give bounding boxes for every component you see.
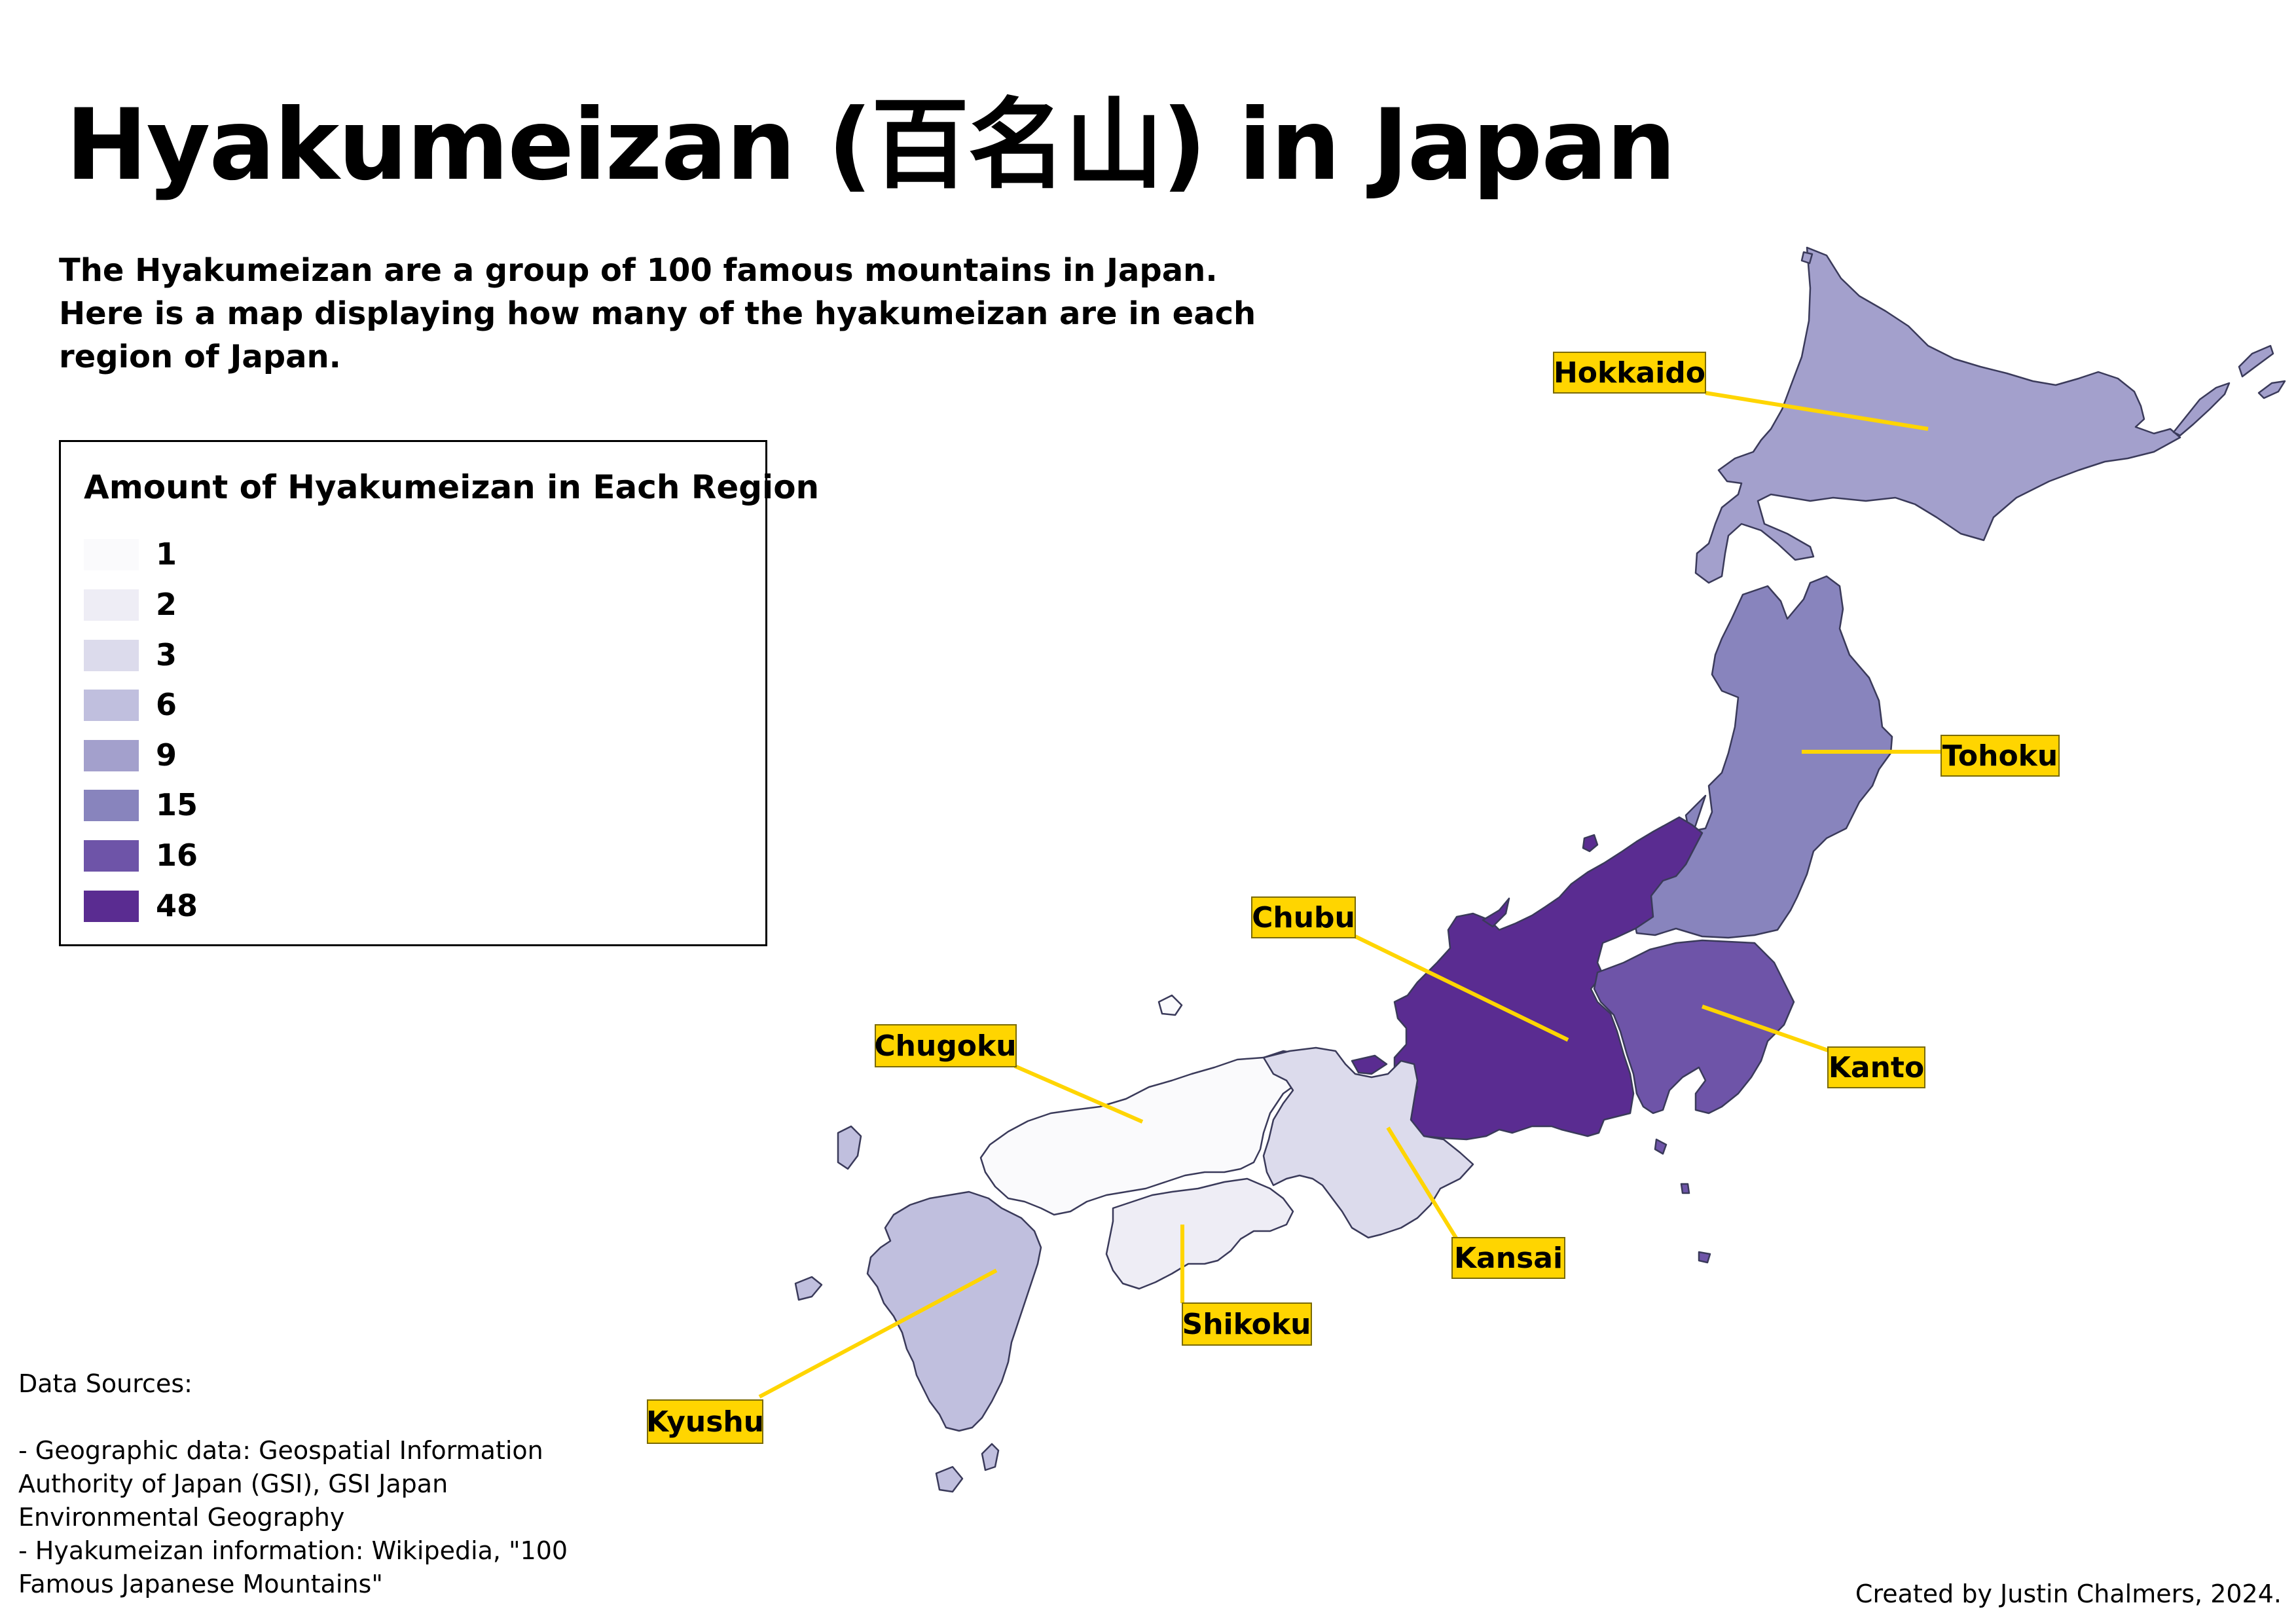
region-shikoku xyxy=(1105,1177,1294,1290)
legend-swatch xyxy=(84,690,139,721)
legend-label: 2 xyxy=(156,587,177,622)
legend-swatch xyxy=(84,840,139,872)
region-label-kanto: Kanto xyxy=(1829,1051,1924,1084)
leader-line-chugoku xyxy=(1013,1064,1144,1124)
source-line: - Hyakumeizan information: Wikipedia, "1… xyxy=(18,1536,568,1598)
region-label-hokkaido: Hokkaido xyxy=(1554,356,1705,390)
legend-label: 1 xyxy=(156,536,177,572)
region-tohoku xyxy=(1632,575,1893,939)
label-hokkaido: Hokkaido xyxy=(1553,352,1706,394)
legend-swatch xyxy=(84,539,139,570)
leader-line-kanto xyxy=(1702,1005,1831,1053)
map-title: Hyakumeizan (百名山) in Japan xyxy=(65,88,1676,202)
region-label-tohoku: Tohoku xyxy=(1942,739,2058,773)
legend: Amount of Hyakumeizan in Each Region 1 2… xyxy=(59,440,819,946)
legend-label: 16 xyxy=(156,838,198,873)
legend-label: 3 xyxy=(156,637,177,673)
label-tohoku: Tohoku xyxy=(1941,735,2060,777)
leader-line-hokkaido xyxy=(1705,391,1929,431)
region-chugoku xyxy=(979,994,1311,1216)
credit: Created by Justin Chalmers, 2024. xyxy=(1855,1579,2282,1608)
legend-swatch xyxy=(84,790,139,821)
region-label-kyushu: Kyushu xyxy=(646,1405,764,1439)
data-sources: Data Sources: - Geographic data: Geospat… xyxy=(18,1367,608,1601)
region-chubu xyxy=(1351,816,1704,1141)
legend-label: 6 xyxy=(156,687,177,722)
leader-line-kansai xyxy=(1386,1126,1459,1240)
source-line: - Geographic data: Geospatial Informatio… xyxy=(18,1436,543,1532)
legend-label: 9 xyxy=(156,737,177,773)
legend-label: 15 xyxy=(156,787,198,822)
label-shikoku: Shikoku xyxy=(1182,1302,1312,1346)
legend-swatch xyxy=(84,589,139,621)
map-description: The Hyakumeizan are a group of 100 famou… xyxy=(59,252,1256,375)
label-kanto: Kanto xyxy=(1827,1046,1925,1088)
legend-swatch xyxy=(84,740,139,771)
region-kanto xyxy=(1593,939,1795,1264)
region-label-chubu: Chubu xyxy=(1252,901,1355,934)
legend-title: Amount of Hyakumeizan in Each Region xyxy=(84,468,820,506)
leader-lines xyxy=(758,391,1941,1399)
region-kansai xyxy=(1262,1046,1474,1239)
region-hokkaido xyxy=(1694,246,2286,584)
legend-label: 48 xyxy=(156,888,198,923)
label-chugoku: Chugoku xyxy=(874,1024,1017,1067)
region-label-chugoku: Chugoku xyxy=(874,1029,1016,1063)
label-kansai: Kansai xyxy=(1451,1237,1565,1279)
label-chubu: Chubu xyxy=(1251,896,1356,938)
region-labels: Hokkaido Tohoku Chubu Kanto Chugoku Kans… xyxy=(646,352,2060,1444)
leader-line-chubu xyxy=(1354,934,1569,1042)
legend-swatch xyxy=(84,891,139,922)
label-kyushu: Kyushu xyxy=(646,1399,764,1444)
region-label-kansai: Kansai xyxy=(1454,1242,1563,1275)
leader-line-kyushu xyxy=(758,1268,998,1399)
sources-heading: Data Sources: xyxy=(18,1369,192,1398)
region-kyushu xyxy=(794,1125,1042,1493)
region-label-shikoku: Shikoku xyxy=(1182,1308,1311,1341)
legend-swatch xyxy=(84,640,139,671)
